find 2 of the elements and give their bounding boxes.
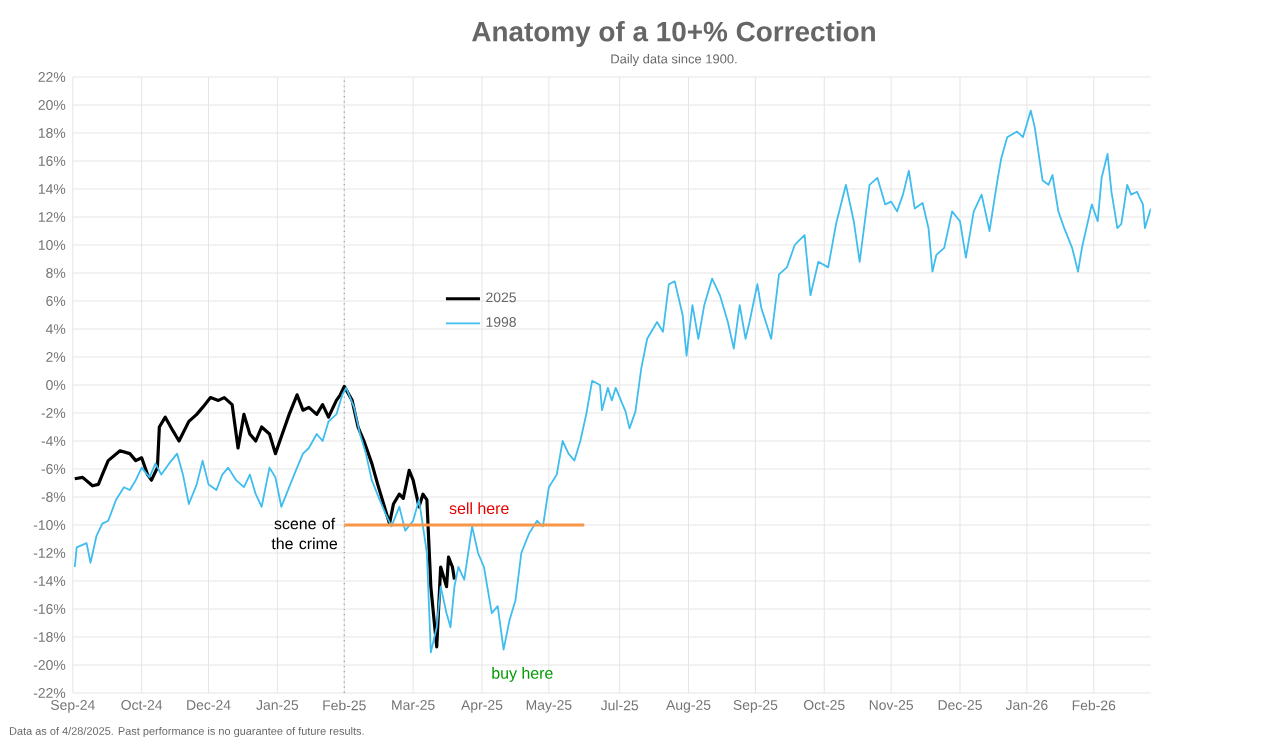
chart-title: Anatomy of a 10+% Correction	[472, 20, 875, 47]
line-series	[73, 109, 1151, 654]
